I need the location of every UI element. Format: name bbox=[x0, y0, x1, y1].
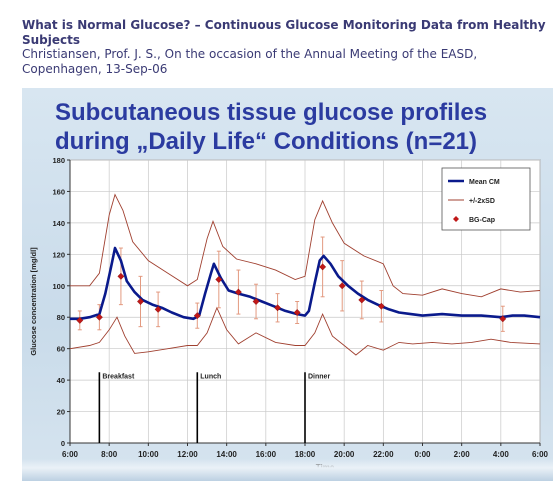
y-tick-label: 80 bbox=[57, 313, 65, 322]
meal-marker-label: Dinner bbox=[308, 373, 330, 380]
bgcap-point bbox=[252, 298, 260, 305]
y-tick-label: 20 bbox=[57, 408, 65, 417]
meal-marker-label: Breakfast bbox=[102, 373, 135, 380]
x-tick-label: 0:00 bbox=[414, 450, 431, 459]
bgcap-point bbox=[319, 263, 327, 271]
bgcap-point bbox=[95, 313, 103, 321]
x-tick-label: 16:00 bbox=[256, 450, 277, 459]
bgcap-point bbox=[358, 296, 366, 304]
x-tick-label: 12:00 bbox=[177, 450, 198, 459]
x-tick-label: 20:00 bbox=[334, 450, 355, 459]
legend-entry: BG-Cap bbox=[469, 217, 495, 224]
x-tick-label: 8:00 bbox=[101, 450, 118, 459]
x-tick-label: 2:00 bbox=[454, 450, 471, 459]
bgcap-point bbox=[293, 309, 301, 316]
legend-entry: +/-2xSD bbox=[469, 198, 495, 205]
glucose-chart: 0 20 40 60 80 100 120 140 160 180 6:00 8:00 10:00 12:… bbox=[29, 156, 549, 472]
bgcap-point bbox=[338, 282, 346, 290]
bgcap-point bbox=[215, 276, 223, 283]
x-tick-label: 22:00 bbox=[373, 450, 394, 459]
bgcap-point bbox=[193, 312, 201, 320]
bgcap-point bbox=[234, 288, 242, 296]
y-tick-label: 160 bbox=[52, 187, 65, 196]
meal-marker-label: Lunch bbox=[200, 373, 221, 380]
x-tick-label: 6:00 bbox=[532, 450, 549, 459]
y-tick-label: 100 bbox=[52, 282, 65, 291]
y-tick-label: 40 bbox=[57, 376, 65, 385]
ice-decoration bbox=[22, 459, 553, 481]
legend-entry: Mean CM bbox=[469, 179, 500, 186]
y-tick-label: 140 bbox=[52, 219, 65, 228]
legend-swatch-bgcap bbox=[453, 216, 459, 222]
header-title: What is Normal Glucose? – Continuous Glu… bbox=[22, 18, 546, 47]
bgcap-point bbox=[499, 315, 507, 323]
bgcap-point bbox=[154, 305, 162, 313]
y-axis-label: Glucose concentration [mg/dl] bbox=[29, 247, 38, 356]
bgcap-point bbox=[274, 304, 282, 312]
slide-title: Subcutaneous tissue glucose profiles dur… bbox=[55, 99, 488, 155]
mean-cm-line bbox=[70, 246, 541, 321]
header: What is Normal Glucose? – Continuous Glu… bbox=[0, 0, 553, 88]
bgcap-point bbox=[137, 298, 144, 305]
x-tick-label: 18:00 bbox=[295, 450, 316, 459]
sd-upper-line bbox=[70, 193, 541, 298]
header-subtitle: Christiansen, Prof. J. S., On the occasi… bbox=[22, 47, 478, 76]
sd-lower-line bbox=[69, 306, 541, 356]
x-tick-label: 10:00 bbox=[138, 450, 159, 459]
y-tick-label: 120 bbox=[52, 250, 65, 259]
y-tick-label: 180 bbox=[52, 156, 65, 165]
x-tick-label: 4:00 bbox=[493, 450, 510, 459]
bgcap-point bbox=[377, 302, 385, 310]
bgcap-point bbox=[117, 272, 125, 280]
y-tick-label: 60 bbox=[57, 345, 65, 354]
y-tick-label: 0 bbox=[61, 439, 65, 448]
x-tick-label: 14:00 bbox=[216, 450, 237, 459]
x-tick-label: 6:00 bbox=[62, 450, 79, 459]
slide: Subcutaneous tissue glucose profiles dur… bbox=[22, 88, 553, 481]
bgcap-point bbox=[76, 316, 84, 324]
